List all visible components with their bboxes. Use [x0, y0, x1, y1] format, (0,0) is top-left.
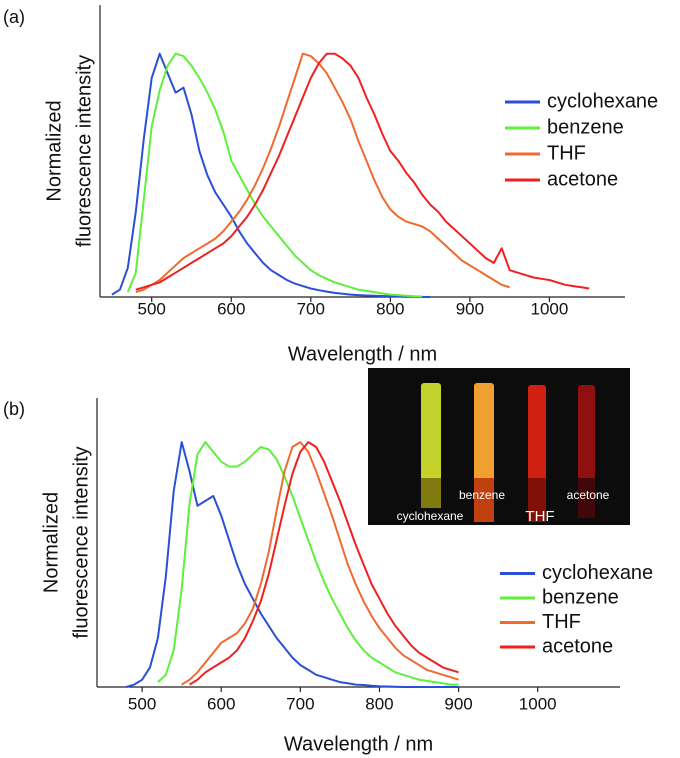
vial-glow [474, 478, 494, 522]
x-tick-label: 600 [207, 694, 235, 713]
y-axis-title: Normalized [43, 100, 65, 201]
x-tick-label: 900 [456, 299, 484, 318]
spectrum-line [126, 52, 423, 298]
legend-label: benzene [547, 116, 624, 138]
inset-label: cyclohexane [397, 509, 464, 523]
legend-label: cyclohexane [547, 90, 658, 112]
spectrum-line [111, 52, 431, 298]
legend-label: acetone [547, 168, 618, 190]
panel-label: (a) [3, 7, 25, 27]
vial-glow [421, 478, 441, 508]
legend-label: benzene [542, 586, 619, 608]
inset-label: acetone [567, 488, 610, 502]
spectrum-line [189, 441, 459, 686]
x-tick-label: 800 [365, 694, 393, 713]
spectrum-line [157, 441, 459, 686]
x-tick-label: 900 [444, 694, 472, 713]
inset-label: benzene [459, 488, 505, 502]
spectrum-line [135, 52, 510, 294]
x-tick-label: 1000 [531, 299, 569, 318]
vial-glow [578, 478, 595, 518]
vial [578, 385, 595, 483]
y-axis-title: Normalized [40, 492, 62, 593]
inset-photo: cyclohexane benzene THF acetone [368, 368, 630, 525]
x-tick-label: 500 [128, 694, 156, 713]
y-axis-title: fluorescence intensity [73, 55, 95, 247]
x-axis-title: Wavelength / nm [288, 343, 437, 365]
spectrum-line [181, 441, 459, 686]
legend-label: acetone [542, 635, 613, 657]
legend-label: THF [547, 142, 586, 164]
x-tick-label: 700 [297, 299, 325, 318]
legend-label: THF [542, 611, 581, 633]
x-axis-title: Wavelength / nm [284, 733, 433, 755]
x-tick-label: 500 [138, 299, 166, 318]
vial [474, 383, 494, 483]
x-tick-label: 600 [217, 299, 245, 318]
x-tick-label: 800 [376, 299, 404, 318]
x-tick-label: 1000 [519, 694, 557, 713]
inset-label: THF [525, 508, 554, 525]
legend-label: cyclohexane [542, 562, 653, 584]
spectrum-line [135, 52, 590, 291]
panel-label: (b) [3, 399, 25, 419]
spectrum-line [126, 441, 459, 688]
y-axis-title: fluorescence intensity [70, 446, 92, 638]
vial [528, 385, 546, 483]
x-tick-label: 700 [286, 694, 314, 713]
vial [421, 383, 441, 483]
vial-glow [528, 478, 546, 522]
